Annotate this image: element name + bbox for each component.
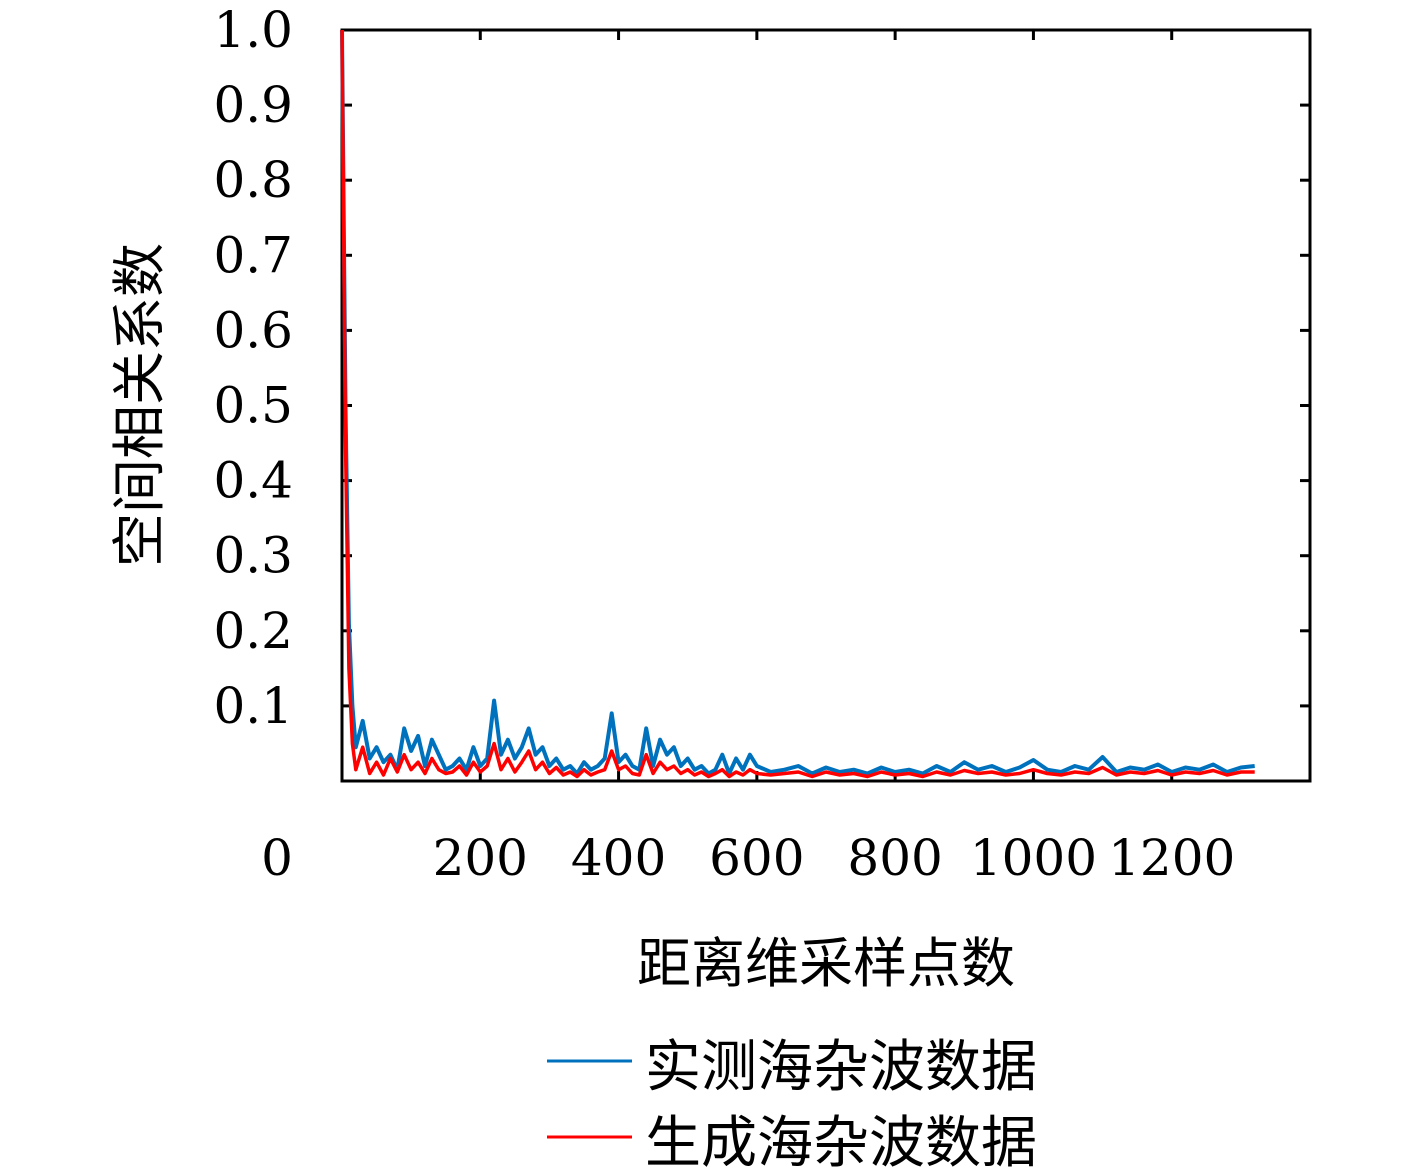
plot-frame (340, 28, 1312, 783)
y-tick-label: 0.7 (213, 226, 293, 284)
y-tick-label: 0.1 (213, 677, 293, 735)
y-tick-label: 0.8 (213, 151, 293, 209)
legend-label-measured: 实测海杂波数据 (645, 1035, 1037, 1100)
y-tick-labels: 0.1 0.2 0.3 0.4 0.5 0.6 0.7 0.8 0.9 1.0 (213, 1, 293, 735)
x-axis-title: 距离维采样点数 (637, 932, 1015, 995)
y-axis-title: 空间相关系数 (108, 243, 171, 567)
y-tick-label: 0.9 (213, 76, 293, 134)
x-tick-label: 1000 (970, 829, 1097, 887)
legend: 实测海杂波数据 生成海杂波数据 (547, 1035, 1037, 1176)
x-tick-label: 200 (433, 829, 528, 887)
y-tick-label: 0.5 (213, 377, 293, 435)
x-tick-label: 0 (261, 829, 293, 887)
y-tick-label: 0.2 (213, 602, 293, 660)
y-tick-label: 0.3 (213, 527, 293, 585)
legend-label-generated: 生成海杂波数据 (645, 1111, 1037, 1176)
axis-ticks (340, 28, 1310, 781)
x-tick-label: 600 (709, 829, 804, 887)
x-tick-label: 400 (571, 829, 666, 887)
series-lines (340, 29, 1255, 779)
x-tick-label: 1200 (1108, 829, 1235, 887)
y-tick-label: 0.6 (213, 301, 293, 359)
series-line-0 (340, 29, 1255, 776)
x-tick-label: 800 (847, 829, 942, 887)
series-line-1 (340, 29, 1255, 779)
y-tick-label: 1.0 (213, 1, 293, 59)
y-tick-label: 0.4 (213, 452, 293, 510)
x-tick-labels: 0 200 400 600 800 1000 1200 (261, 829, 1235, 887)
